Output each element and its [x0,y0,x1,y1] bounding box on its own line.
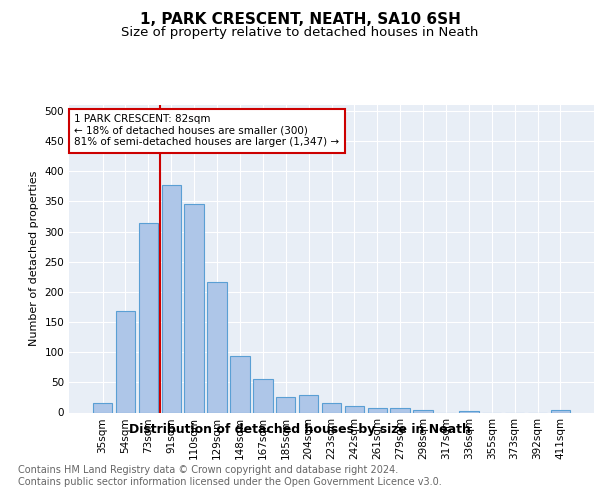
Bar [413,410,433,412]
Text: 1 PARK CRESCENT: 82sqm
← 18% of detached houses are smaller (300)
81% of semi-de: 1 PARK CRESCENT: 82sqm ← 18% of detached… [74,114,340,148]
Text: 1, PARK CRESCENT, NEATH, SA10 6SH: 1, PARK CRESCENT, NEATH, SA10 6SH [140,12,460,28]
Text: Contains HM Land Registry data © Crown copyright and database right 2024.
Contai: Contains HM Land Registry data © Crown c… [18,465,442,486]
Bar [93,403,112,412]
Bar [230,356,250,412]
Bar [344,406,364,412]
Bar [184,204,204,412]
Bar [299,395,319,412]
Bar [116,311,135,412]
Text: Size of property relative to detached houses in Neath: Size of property relative to detached ho… [121,26,479,39]
Bar [391,408,410,412]
Bar [276,398,295,412]
Bar [253,378,272,412]
Bar [322,403,341,412]
Bar [459,410,479,412]
Text: Distribution of detached houses by size in Neath: Distribution of detached houses by size … [129,422,471,436]
Bar [368,408,387,412]
Bar [139,222,158,412]
Bar [208,282,227,412]
Bar [551,410,570,412]
Bar [161,184,181,412]
Y-axis label: Number of detached properties: Number of detached properties [29,171,39,346]
